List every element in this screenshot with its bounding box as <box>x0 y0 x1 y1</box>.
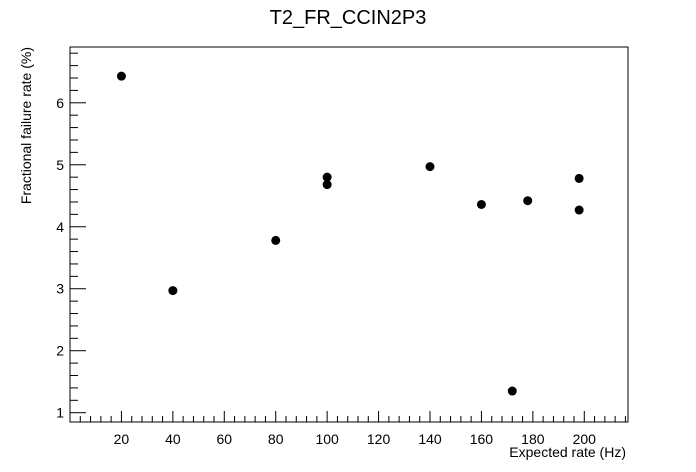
x-tick-label: 60 <box>216 431 232 447</box>
x-axis-label: Expected rate (Hz) <box>509 444 626 460</box>
x-tick-label: 40 <box>165 431 181 447</box>
x-tick-label: 20 <box>114 431 130 447</box>
y-tick-label: 5 <box>56 157 64 173</box>
x-tick-label: 120 <box>367 431 391 447</box>
data-point <box>425 162 435 172</box>
data-point <box>271 235 281 245</box>
data-point <box>507 386 517 396</box>
y-tick-label: 2 <box>56 343 64 359</box>
y-tick-label: 4 <box>56 219 64 235</box>
data-points <box>116 71 584 396</box>
y-tick-label: 1 <box>56 405 64 421</box>
y-axis: 1 2 3 4 5 6 <box>56 52 86 421</box>
data-point <box>322 180 332 190</box>
data-point <box>574 205 584 215</box>
x-tick-label: 140 <box>418 431 442 447</box>
data-point <box>476 199 486 209</box>
y-tick-label: 3 <box>56 281 64 297</box>
y-axis-label: Fractional failure rate (%) <box>18 47 34 204</box>
x-tick-label: 80 <box>268 431 284 447</box>
x-tick-label: 200 <box>573 431 597 447</box>
chart-title: T2_FR_CCIN2P3 <box>270 7 427 29</box>
x-tick-label: 160 <box>470 431 494 447</box>
x-tick-label: 100 <box>315 431 339 447</box>
x-axis: 20 40 60 80 100 120 140 160 180 200 <box>79 411 626 447</box>
data-point <box>116 71 126 81</box>
x-tick-label: 180 <box>521 431 545 447</box>
data-point <box>322 172 332 182</box>
data-point <box>523 196 533 206</box>
data-point <box>168 286 178 296</box>
plot-frame <box>69 46 629 423</box>
y-tick-label: 6 <box>56 95 64 111</box>
data-point <box>574 173 584 183</box>
